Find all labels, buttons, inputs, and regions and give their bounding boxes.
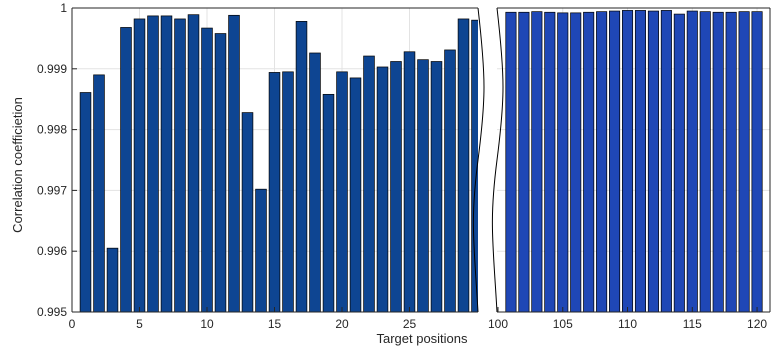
bar [660,10,672,313]
bar [349,77,362,313]
bar [160,15,173,313]
y-tick-label: 0.998 [37,123,67,137]
bar [751,11,763,313]
bar [255,188,267,313]
bar [609,10,621,313]
y-axis-label: Correlation coefficietion [10,97,25,233]
bar [725,11,737,313]
bar [147,15,159,313]
bar [268,72,281,313]
bar [187,14,200,313]
bar [505,11,517,313]
bar [634,10,647,313]
bar [621,10,634,313]
bar [93,74,105,313]
bar [228,14,240,313]
axes [71,7,771,313]
bar [444,49,456,313]
bar [241,112,254,313]
axis-break-left-edge [472,7,485,313]
bar [557,12,569,313]
bar [201,27,213,313]
bar [336,71,348,313]
bar [699,11,711,313]
bar [570,12,582,313]
bar [596,11,608,313]
bar [174,18,186,313]
bar [518,11,530,313]
y-tick-label: 0.999 [37,62,67,76]
x-tick-label: 15 [268,317,282,331]
x-tick-label: 115 [683,317,702,331]
axis-break [472,2,504,318]
x-tick-label: 110 [618,317,637,331]
bar [738,11,750,313]
bar [120,27,132,313]
bar [79,92,92,313]
x-tick-label: 0 [69,317,76,331]
bar [531,11,543,313]
axis-break-band [478,2,497,318]
axis-break-right-edge [491,7,504,313]
bar [430,61,443,313]
bar [309,52,321,313]
bar [295,21,308,313]
bar [106,247,119,313]
bar [363,55,375,313]
x-tick-label: 25 [403,317,417,331]
x-axis-label: Target positions [376,331,468,346]
y-tick-label: 0.997 [37,183,67,197]
bar [686,10,698,313]
y-tick-label: 0.996 [37,244,67,258]
bar [544,11,556,313]
x-tick-label: 100 [488,317,508,331]
bar [376,66,389,313]
y-tick-label: 1 [60,1,67,15]
bar [403,51,416,313]
bar [673,13,685,313]
bar [417,59,429,313]
bar [214,33,227,313]
bar [133,18,146,313]
bars [79,10,763,313]
bar [712,11,724,313]
x-tick-label: 105 [553,317,573,331]
x-tick-label: 120 [747,317,767,331]
bar [647,10,659,313]
x-tick-label: 20 [335,317,349,331]
y-tick-label: 0.995 [37,305,67,319]
x-tick-label: 10 [200,317,214,331]
bar [583,11,595,313]
bar [322,93,335,313]
bar [457,18,470,313]
bar [282,71,294,313]
bar [390,61,402,313]
x-tick-label: 5 [136,317,143,331]
